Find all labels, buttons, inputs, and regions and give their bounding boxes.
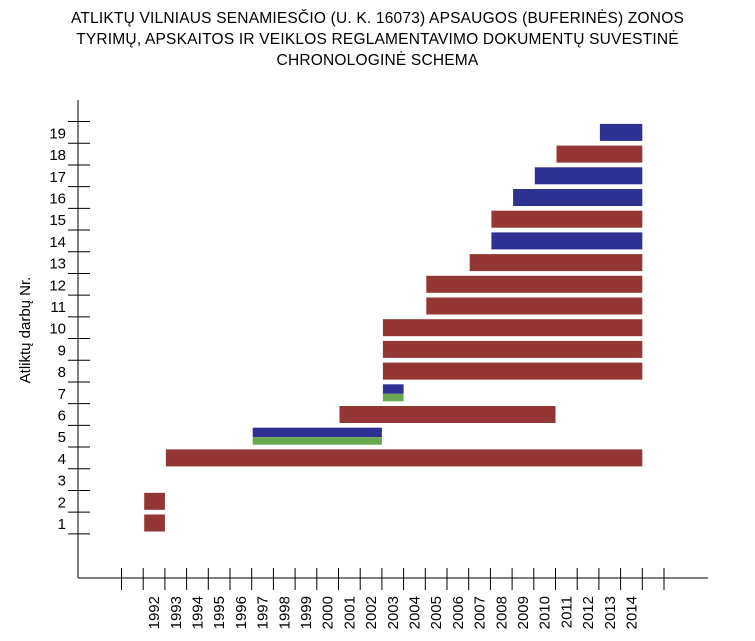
bar-blue-row-14	[491, 232, 643, 250]
y-tick-label: 2	[58, 494, 66, 511]
bar-blue-row-16	[513, 189, 643, 206]
x-tick-label: 1992	[146, 596, 163, 629]
y-tick-label: 16	[49, 191, 66, 208]
x-tick-label: 1993	[168, 596, 185, 629]
bar-red-row-13	[469, 254, 643, 272]
x-tick-label: 2009	[515, 596, 532, 629]
y-tick-label: 12	[49, 277, 66, 294]
y-tick-label: 5	[58, 429, 66, 446]
y-tick-label: 7	[58, 386, 66, 403]
x-tick-label: 1996	[233, 596, 250, 629]
x-tick-label: 1995	[211, 596, 228, 629]
y-tick-label: 11	[50, 299, 66, 316]
x-tick-label: 2002	[363, 596, 380, 629]
x-tick-label: 1994	[189, 596, 206, 629]
x-tick-label: 2008	[493, 596, 510, 629]
y-tick-label: 10	[49, 321, 66, 338]
x-tick-label: 1999	[298, 596, 315, 629]
bar-blue-row-5	[252, 427, 382, 438]
y-axis-label: Atliktų darbų Nr.	[17, 277, 34, 384]
title-line-2: TYRIMŲ, APSKAITOS IR VEIKLOS REGLAMENTAV…	[76, 31, 679, 48]
x-tick-label: 2003	[385, 596, 402, 629]
bar-red-row-9	[382, 340, 643, 358]
bar-blue-row-17	[534, 167, 643, 185]
x-tick-label: 2007	[472, 596, 489, 629]
title-line-1: ATLIKTŲ VILNIAUS SENAMIESČIO (U. K. 1607…	[71, 10, 684, 27]
x-tick-label: 2006	[450, 596, 467, 629]
bar-green-row-7	[382, 393, 404, 402]
bar-red-row-4	[165, 449, 643, 467]
y-tick-label: 6	[58, 408, 66, 425]
bar-blue-row-19	[599, 123, 643, 141]
y-tick-label: 13	[49, 256, 66, 273]
bar-red-row-12	[426, 275, 643, 293]
x-tick-label: 2010	[537, 596, 554, 629]
y-tick-label: 9	[58, 342, 66, 359]
chart-title: ATLIKTŲ VILNIAUS SENAMIESČIO (U. K. 1607…	[0, 8, 755, 71]
x-tick-label: 2013	[602, 596, 619, 629]
y-tick-label: 4	[58, 451, 66, 468]
x-tick-label: 2012	[580, 596, 597, 629]
y-tick-label: 8	[58, 364, 66, 381]
bar-red-row-10	[382, 319, 643, 337]
y-tick-label: 15	[49, 212, 66, 229]
y-tick-label: 18	[49, 147, 66, 164]
bar-red-row-11	[426, 297, 643, 315]
bar-red-row-6	[339, 406, 556, 423]
x-tick-label: 2011	[558, 596, 575, 628]
bar-blue-row-7	[382, 384, 404, 394]
bar-red-row-2	[144, 492, 165, 510]
y-tick-label: 17	[49, 169, 66, 186]
y-tick-label: 1	[58, 516, 66, 533]
title-line-3: CHRONOLOGINĖ SCHEMA	[276, 52, 479, 69]
x-tick-label: 2004	[406, 596, 423, 629]
x-tick-label: 2000	[320, 596, 337, 629]
y-tick-label: 19	[49, 125, 66, 142]
x-tick-label: 1997	[255, 596, 272, 629]
x-tick-label: 2014	[623, 596, 640, 629]
bar-red-row-1	[144, 514, 165, 532]
x-tick-label: 2005	[428, 596, 445, 629]
bar-red-row-8	[382, 362, 643, 380]
x-tick-label: 1998	[276, 596, 293, 629]
y-tick-label: 3	[58, 473, 66, 490]
bar-red-row-18	[556, 145, 643, 163]
x-tick-label: 2001	[341, 596, 358, 629]
bar-green-row-5	[252, 437, 382, 445]
bar-red-row-15	[491, 210, 643, 228]
y-tick-label: 14	[49, 234, 66, 251]
